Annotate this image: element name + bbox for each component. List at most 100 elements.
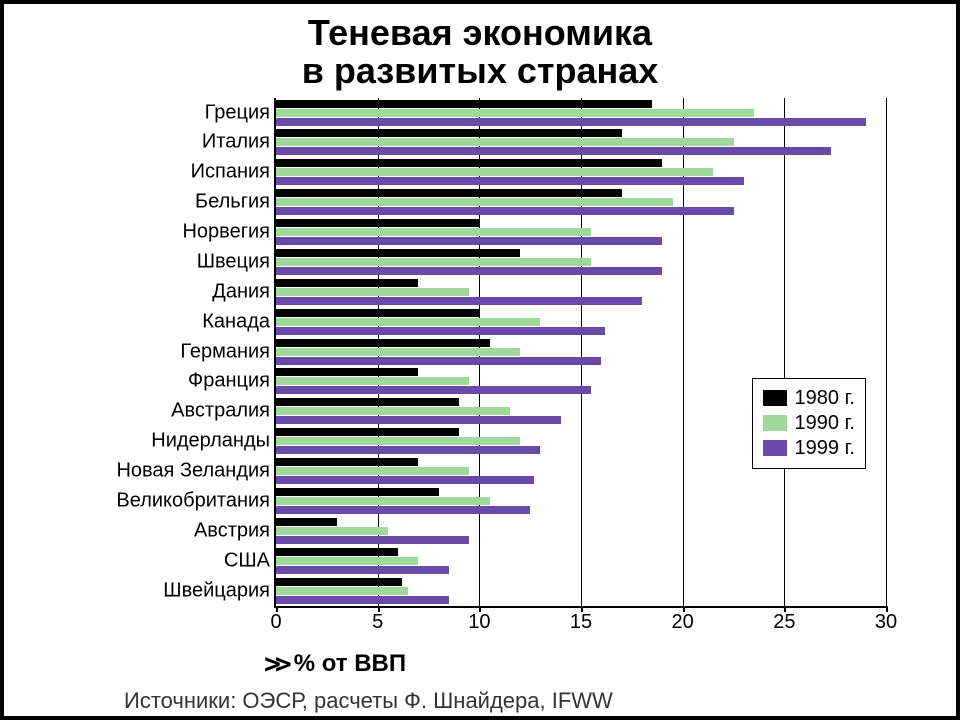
bar-y1990 [276, 318, 540, 326]
bar-y1990 [276, 587, 408, 595]
x-tick-label: 25 [773, 611, 795, 634]
legend-swatch [763, 440, 787, 456]
x-tick-label: 5 [372, 611, 383, 634]
bar-y1980 [276, 129, 622, 137]
bar-y1990 [276, 138, 734, 146]
country-label: Швеция [36, 250, 276, 273]
bar-y1990 [276, 228, 591, 236]
x-tick-label: 30 [875, 611, 897, 634]
country-label: Норвегия [36, 221, 276, 244]
bar-y1999 [276, 566, 449, 574]
bar-y1990 [276, 288, 469, 296]
bar-y1999 [276, 327, 605, 335]
bar-row: Бельгия [276, 187, 886, 217]
bar-y1980 [276, 159, 662, 167]
bar-y1990 [276, 437, 520, 445]
legend-item: 1990 г. [763, 412, 855, 435]
bar-y1990 [276, 467, 469, 475]
bar-y1990 [276, 527, 388, 535]
bar-y1980 [276, 100, 652, 108]
bar-y1999 [276, 118, 866, 126]
bar-y1990 [276, 497, 490, 505]
country-label: Нидерланды [36, 430, 276, 453]
bar-y1999 [276, 506, 530, 514]
x-axis-caption: >> % от ВВП [264, 647, 406, 680]
country-label: Канада [36, 310, 276, 333]
country-label: Новая Зеландия [36, 460, 276, 483]
country-label: Испания [36, 161, 276, 184]
bar-y1980 [276, 279, 418, 287]
source-text: Источники: ОЭСР, расчеты Ф. Шнайдера, IF… [124, 688, 613, 714]
bar-y1980 [276, 428, 459, 436]
bar-y1990 [276, 377, 469, 385]
bar-row: Великобритания [276, 486, 886, 516]
bar-y1999 [276, 237, 662, 245]
bar-y1980 [276, 458, 418, 466]
bar-row: Испания [276, 157, 886, 187]
legend-label: 1999 г. [795, 437, 855, 460]
axis-caption-text: % от ВВП [294, 650, 406, 678]
x-tick-label: 10 [468, 611, 490, 634]
plot-area: 051015202530ГрецияИталияИспанияБельгияНо… [274, 98, 886, 608]
bar-row: Австрия [276, 516, 886, 546]
bar-y1999 [276, 386, 591, 394]
country-label: Австрия [36, 519, 276, 542]
bar-row: Греция [276, 98, 886, 128]
bar-row: Германия [276, 337, 886, 367]
bar-y1999 [276, 596, 449, 604]
gridline [886, 98, 887, 606]
bar-row: Канада [276, 307, 886, 337]
country-label: Германия [36, 340, 276, 363]
title-line-2: в развитых странах [4, 52, 956, 90]
bar-y1990 [276, 198, 673, 206]
x-tick-label: 15 [570, 611, 592, 634]
bar-y1999 [276, 267, 662, 275]
bar-y1999 [276, 147, 831, 155]
x-tick-label: 20 [672, 611, 694, 634]
country-label: США [36, 549, 276, 572]
legend-item: 1999 г. [763, 437, 855, 460]
legend: 1980 г.1990 г.1999 г. [752, 378, 866, 469]
bar-y1999 [276, 476, 534, 484]
chart-title: Теневая экономика в развитых странах [4, 14, 956, 90]
bar-row: США [276, 546, 886, 576]
country-label: Швейцария [36, 579, 276, 602]
country-label: Греция [36, 101, 276, 124]
chart-area: 051015202530ГрецияИталияИспанияБельгияНо… [34, 98, 926, 648]
country-label: Австралия [36, 400, 276, 423]
bar-y1990 [276, 168, 713, 176]
bar-y1980 [276, 368, 418, 376]
bar-y1990 [276, 557, 418, 565]
chevron-right-icon: >> [264, 647, 286, 680]
bar-y1980 [276, 249, 520, 257]
bar-y1980 [276, 548, 398, 556]
bar-y1990 [276, 258, 591, 266]
country-label: Великобритания [36, 490, 276, 513]
title-line-1: Теневая экономика [4, 14, 956, 52]
bar-y1999 [276, 416, 561, 424]
legend-swatch [763, 390, 787, 406]
bar-y1980 [276, 219, 479, 227]
bar-y1999 [276, 207, 734, 215]
bar-y1980 [276, 488, 439, 496]
bar-y1990 [276, 348, 520, 356]
bar-row: Норвегия [276, 217, 886, 247]
bar-y1990 [276, 407, 510, 415]
bar-y1990 [276, 109, 754, 117]
x-tick-label: 0 [270, 611, 281, 634]
legend-label: 1980 г. [795, 387, 855, 410]
bar-y1999 [276, 297, 642, 305]
bar-row: Италия [276, 127, 886, 157]
legend-item: 1980 г. [763, 387, 855, 410]
legend-swatch [763, 415, 787, 431]
legend-label: 1990 г. [795, 412, 855, 435]
bar-y1980 [276, 518, 337, 526]
bar-row: Швейцария [276, 576, 886, 606]
country-label: Италия [36, 131, 276, 154]
country-label: Франция [36, 370, 276, 393]
bar-y1999 [276, 536, 469, 544]
bar-y1980 [276, 309, 479, 317]
country-label: Дания [36, 280, 276, 303]
country-label: Бельгия [36, 191, 276, 214]
bar-row: Швеция [276, 247, 886, 277]
